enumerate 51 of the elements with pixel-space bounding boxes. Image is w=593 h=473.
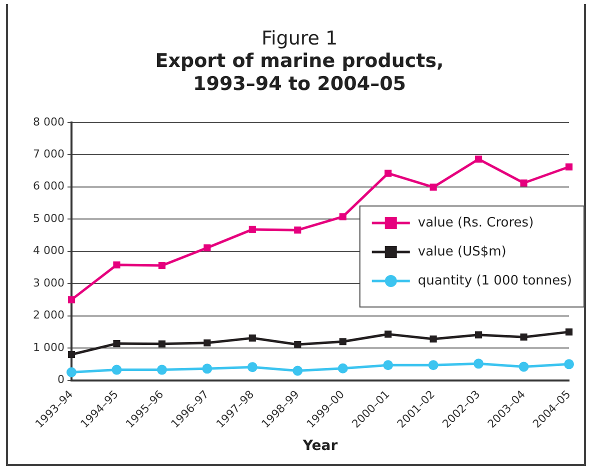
point	[247, 362, 258, 372]
point	[156, 364, 167, 375]
y-tick-label: 7 000	[32, 147, 64, 160]
point	[292, 366, 303, 376]
point	[68, 296, 76, 304]
x-axis-title: Year	[302, 438, 338, 454]
point	[294, 340, 302, 348]
point	[430, 335, 437, 343]
point	[158, 262, 166, 270]
point	[248, 226, 256, 233]
point	[474, 358, 484, 369]
y-tick-label: 6 000	[32, 180, 64, 193]
point	[384, 330, 392, 338]
point	[475, 156, 482, 163]
legend-label: value (US$m)	[418, 244, 506, 260]
point	[339, 338, 346, 346]
point	[112, 364, 122, 375]
y-tick-label: 0	[57, 373, 64, 386]
legend-label: quantity (1 000 tonnes)	[418, 273, 572, 288]
point	[520, 334, 528, 341]
point	[248, 334, 256, 342]
point	[383, 360, 394, 370]
y-tick-label: 8 000	[32, 115, 64, 128]
point	[338, 363, 348, 374]
y-tick-label: 4 000	[32, 244, 64, 258]
point	[294, 226, 302, 234]
point	[518, 362, 529, 372]
chart-subtitle: Export of marine products, 1993–94 to 2004–05	[155, 50, 444, 95]
point	[68, 350, 76, 358]
point	[430, 184, 437, 191]
point	[428, 360, 438, 370]
point	[113, 261, 120, 268]
y-tick-label: 5 000	[32, 212, 64, 225]
y-tick-label: 3 000	[32, 276, 64, 290]
point	[564, 359, 574, 370]
point	[158, 340, 166, 348]
y-tick-label: 1 000	[32, 340, 64, 354]
point	[520, 179, 528, 187]
point	[475, 331, 482, 338]
chart-title: Figure 1	[261, 27, 338, 50]
point	[202, 364, 212, 374]
point	[113, 340, 120, 348]
legend-label: value (Rs. Crores)	[418, 215, 534, 230]
y-tick-label: 2 000	[32, 308, 64, 322]
point	[565, 328, 573, 336]
point	[565, 163, 573, 170]
point	[204, 339, 211, 346]
point	[384, 170, 392, 177]
point	[204, 244, 211, 252]
point	[66, 367, 76, 378]
point	[339, 213, 346, 220]
